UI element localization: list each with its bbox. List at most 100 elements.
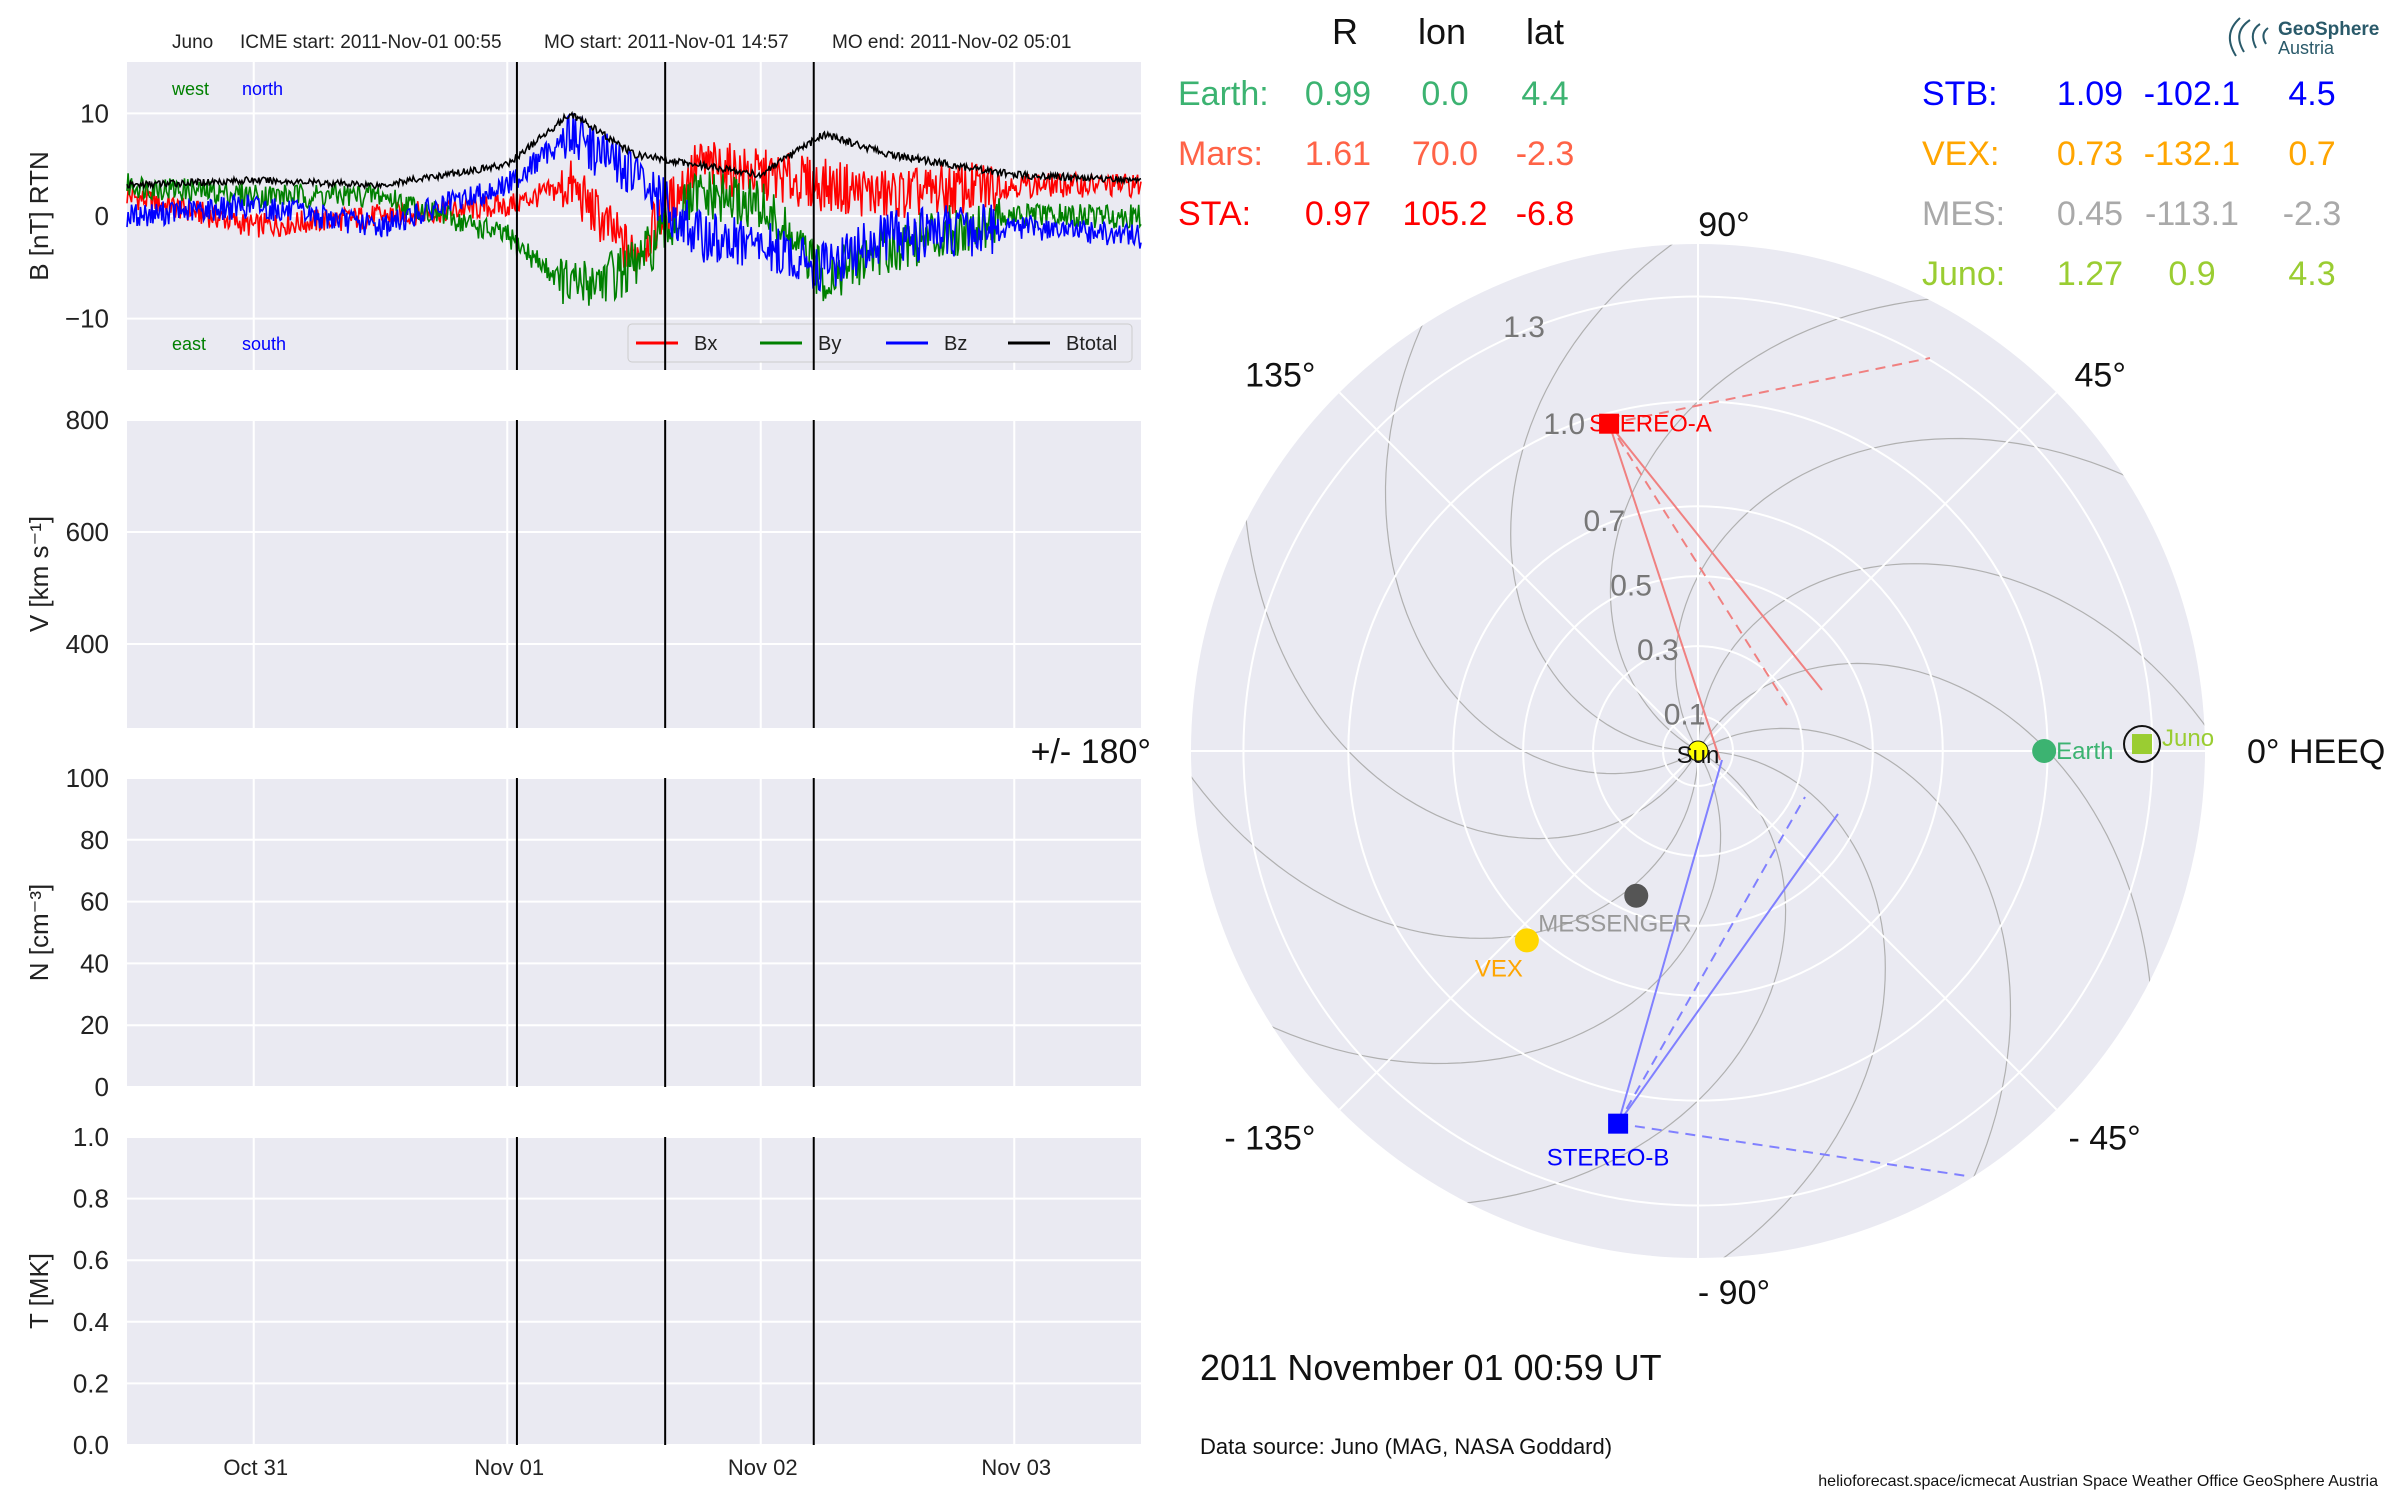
angle-label: 45°: [2075, 356, 2126, 394]
table-left-r: 0.99: [1305, 75, 1371, 113]
body-label: Juno: [2162, 725, 2214, 752]
table-header-lon: lon: [1418, 11, 1466, 52]
legend-box: [627, 323, 1133, 363]
legend-label-by: By: [818, 333, 841, 355]
body-label: STEREO-B: [1547, 1145, 1670, 1172]
y-tick-label: 20: [80, 1010, 109, 1040]
x-tick-label: Oct 31: [223, 1455, 288, 1480]
angle-label: 90°: [1698, 206, 1749, 244]
table-left-name: Mars:: [1178, 135, 1263, 173]
stereo-a-line: [1608, 357, 1931, 425]
angle-spoke: [1697, 750, 2058, 1111]
y-tick-label: 600: [66, 517, 109, 547]
table-left-lat: -2.3: [1516, 135, 1575, 173]
y-axis-label: B [nT] RTN: [24, 151, 54, 281]
panel-background: [127, 1137, 1141, 1445]
table-left-r: 0.97: [1305, 195, 1371, 233]
spiral-line: [1384, 285, 1693, 775]
y-axis-label: V [km s⁻¹]: [24, 516, 54, 632]
stereo-b-line: [1617, 759, 1723, 1124]
y-axis-label: T [MK]: [24, 1253, 54, 1329]
y-tick-label: 0.6: [73, 1245, 109, 1275]
stereo-b-line: [1617, 813, 1839, 1125]
table-right-r: 0.73: [2057, 135, 2123, 173]
y-tick-label: 10: [80, 98, 109, 128]
table-right-lat: 4.5: [2288, 75, 2335, 113]
annotation-east: east: [172, 334, 206, 354]
body-stereo-b: STEREO-B: [1547, 1113, 1670, 1172]
table-right-lat: 4.3: [2288, 255, 2335, 293]
header-mo-start: MO start: 2011-Nov-01 14:57: [544, 32, 789, 53]
radial-tick-label: 1.0: [1543, 408, 1585, 441]
radial-tick-label: 0.3: [1637, 634, 1679, 667]
table-right-r: 0.45: [2057, 195, 2123, 233]
radial-tick-label: 0.1: [1664, 699, 1706, 732]
table-header-lat: lat: [1526, 11, 1564, 52]
body-vex: VEX: [1475, 928, 1539, 982]
spiral-line: [1609, 295, 1974, 748]
panel-background: [127, 420, 1141, 728]
table-right-r: 1.09: [2057, 75, 2123, 113]
spiral-line: [1422, 754, 1787, 1207]
table-left-r: 1.61: [1305, 135, 1371, 173]
panel-density: 100 80 60 40 20 0 N [cm⁻³]: [24, 763, 1141, 1102]
panel-background: [127, 778, 1141, 1087]
series-line-bx: [126, 142, 1142, 273]
body-earth: Earth: [2032, 738, 2114, 765]
panel-magnetic_field: 10 0 −10 west north east south Bx By Bz Btotal B [n…: [24, 62, 1142, 370]
table-right-lat: -2.3: [2283, 195, 2342, 233]
header-spacecraft: Juno: [172, 32, 213, 53]
stereo-a-line: [1608, 423, 1791, 711]
y-tick-label: 0: [95, 1072, 109, 1102]
y-tick-label: 80: [80, 825, 109, 855]
angle-spoke: [1697, 391, 2058, 752]
panel-speed: 800 600 400 V [km s⁻¹]: [24, 405, 1141, 728]
body-marker: [1624, 883, 1649, 908]
table-left-lon: 0.0: [1421, 75, 1468, 113]
annotation-south: south: [242, 334, 286, 354]
y-tick-label: −10: [65, 304, 109, 334]
table-right-lon: -102.1: [2144, 75, 2240, 113]
stereo-b-line: [1617, 1122, 1968, 1177]
y-tick-label: 800: [66, 405, 109, 435]
body-stereo-a: STEREO-A: [1589, 411, 1712, 438]
x-tick-label: Nov 01: [474, 1455, 544, 1480]
spiral-line: [1510, 244, 1710, 752]
y-tick-label: 1.0: [73, 1122, 109, 1152]
body-label: STEREO-A: [1589, 411, 1712, 438]
polar-position-plot: 0.1 0.3 0.5 0.7 1.0 1.3 0° HEEQ 45° 90° 135° +/- 1…: [1031, 206, 2386, 1312]
table-right-name: VEX:: [1922, 135, 1999, 173]
annotation-north: north: [242, 79, 283, 99]
spiral-line: [1701, 662, 2154, 1027]
table-right-lat: 0.7: [2288, 135, 2335, 173]
legend-label-btotal: Btotal: [1066, 333, 1117, 355]
body-marker: [1599, 413, 1620, 434]
angle-label: 135°: [1245, 356, 1315, 394]
parker-spirals: [1191, 244, 2205, 1258]
table-right-name: MES:: [1922, 195, 2005, 233]
spiral-line: [1232, 756, 1722, 1065]
date-text: 2011 November 01 00:59 UT: [1200, 1347, 1662, 1388]
logo-swirl-icon: [2229, 17, 2269, 57]
table-right-lon: 0.9: [2168, 255, 2215, 293]
body-marker: [2032, 739, 2057, 763]
y-axis-label: N [cm⁻³]: [24, 884, 54, 982]
y-tick-label: 0.2: [73, 1368, 109, 1398]
y-tick-label: 0.8: [73, 1184, 109, 1214]
series-line-btotal: [126, 110, 1142, 191]
table-header-r: R: [1332, 11, 1358, 52]
angle-label: - 45°: [2069, 1120, 2141, 1158]
body-marker: [1514, 928, 1539, 953]
radial-tick-label: 0.5: [1610, 569, 1652, 602]
body-marker: [1608, 1113, 1629, 1134]
spiral-line: [1697, 563, 2205, 763]
table-right-name: Juno:: [1922, 255, 2005, 293]
table-right-name: STB:: [1922, 75, 1998, 113]
juno-highlight-ring: [2123, 725, 2162, 764]
y-tick-label: 60: [80, 887, 109, 917]
y-tick-label: 40: [80, 948, 109, 978]
table-left-lat: 4.4: [1521, 75, 1568, 113]
x-tick-label: Nov 03: [981, 1455, 1051, 1480]
